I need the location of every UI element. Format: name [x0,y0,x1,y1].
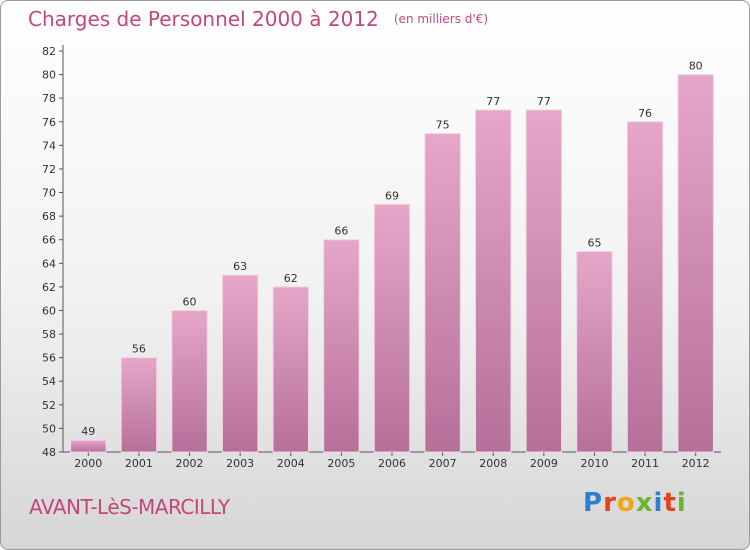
y-tick-label: 70 [42,187,56,200]
y-tick-label: 58 [42,328,56,341]
title-row: Charges de Personnel 2000 à 2012 (en mil… [28,7,488,31]
value-label: 76 [638,107,652,120]
value-label: 65 [587,237,601,250]
value-label: 75 [436,119,450,132]
bar [576,251,613,453]
bar [120,357,158,453]
bar [677,74,714,453]
bar [424,133,461,453]
y-tick-label: 76 [42,116,56,129]
x-tick-label: 2012 [682,457,710,470]
bar [221,274,259,453]
x-tick-label: 2006 [378,457,406,470]
y-tick-label: 60 [42,304,56,317]
value-label: 77 [486,95,500,108]
y-tick-label: 74 [42,139,56,152]
x-tick-label: 2010 [580,457,608,470]
value-label: 60 [183,295,197,308]
logo-letter: x [635,488,654,518]
x-tick-label: 2011 [631,457,659,470]
bar [272,286,309,453]
value-label: 56 [132,343,146,356]
y-tick-label: 56 [42,352,56,365]
y-tick-label: 68 [42,210,56,223]
y-tick-label: 72 [42,163,56,176]
bar [626,121,664,453]
value-label: 49 [81,425,95,438]
bar [70,439,107,453]
x-tick-label: 2008 [479,457,507,470]
value-label: 62 [284,272,298,285]
y-tick-label: 80 [42,69,56,82]
y-tick-label: 82 [42,45,56,58]
chart-subtitle: (en milliers d'€) [393,12,488,26]
bar [323,239,360,453]
logo-letter: o [616,488,636,518]
chart-title: Charges de Personnel 2000 à 2012 [28,7,379,31]
x-tick-label: 2004 [277,457,305,470]
x-tick-label: 2001 [125,457,153,470]
y-tick-label: 62 [42,281,56,294]
y-tick-label: 64 [42,257,56,270]
bar [171,309,208,453]
logo-letter: i [676,488,687,518]
value-label: 77 [537,95,551,108]
x-tick-label: 2000 [74,457,102,470]
value-label: 80 [689,60,703,73]
proxiti-logo: Proxiti [583,488,687,518]
bar [475,109,512,453]
y-tick-label: 54 [42,375,56,388]
y-tick-label: 52 [42,399,56,412]
y-tick-label: 50 [42,422,56,435]
bar [373,203,411,453]
y-tick-label: 78 [42,92,56,105]
logo-letter: i [653,488,664,518]
value-label: 69 [385,189,399,202]
x-tick-label: 2009 [530,457,558,470]
y-tick-label: 48 [42,446,56,459]
x-tick-label: 2002 [176,457,204,470]
value-label: 63 [233,260,247,273]
commune-name: AVANT-LèS-MARCILLY [29,495,230,519]
logo-letter: P [583,488,604,518]
x-tick-label: 2005 [327,457,355,470]
value-label: 66 [334,225,348,238]
logo-letter: r [603,488,617,518]
bar [525,109,563,453]
x-tick-label: 2007 [429,457,457,470]
y-tick-label: 66 [42,234,56,247]
x-tick-label: 2003 [226,457,254,470]
logo-letter: t [663,488,677,518]
